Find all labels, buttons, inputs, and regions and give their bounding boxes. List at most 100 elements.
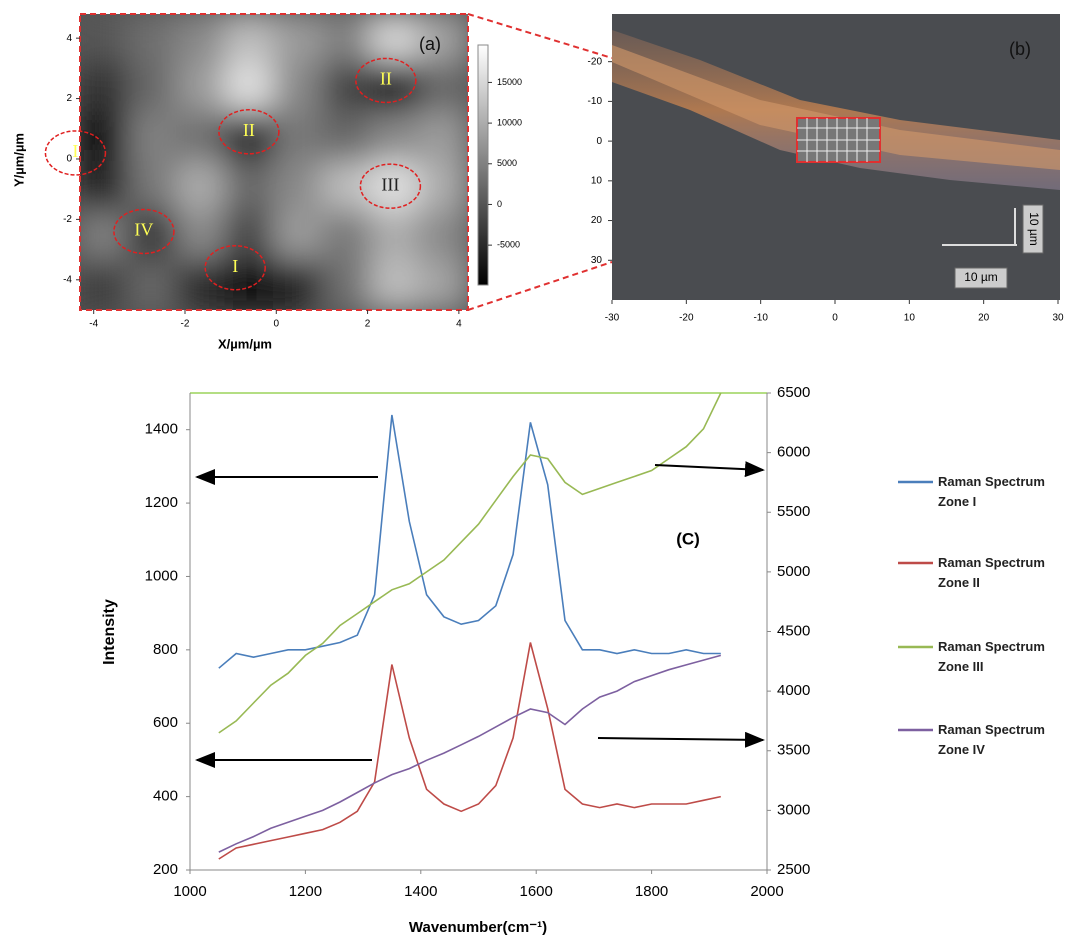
x-tick-label: 1800 [635, 883, 668, 900]
y-tick-label: 1200 [145, 494, 178, 511]
x-tick-label: 4 [456, 319, 462, 330]
scale-label: 10 µm [964, 270, 998, 284]
heatmap-frame [79, 13, 469, 311]
y-axis-label: Y/µm/µm [11, 133, 26, 187]
heat-cell [80, 259, 130, 310]
y2-tick-label: 4000 [777, 682, 810, 699]
y-tick-label: 400 [153, 788, 178, 805]
colorbar-label: 10000 [497, 117, 522, 127]
heat-cell [418, 259, 468, 310]
heat-cell [224, 62, 275, 114]
y-tick-label: 2 [66, 93, 72, 104]
heat-cell [176, 259, 227, 310]
x-tick-label: -30 [605, 313, 620, 324]
heat-cell [321, 14, 372, 65]
y2-tick-label: 3500 [777, 742, 810, 759]
x-tick-label: 20 [978, 313, 990, 324]
x-axis-label: X/µm/µm [218, 336, 272, 351]
y2-tick-label: 5000 [777, 563, 810, 580]
heat-cell [418, 14, 468, 65]
y2-tick-label: 3000 [777, 801, 810, 818]
panel-label: (a) [419, 34, 441, 54]
zone-ring [113, 208, 175, 255]
heat-cell [370, 111, 421, 163]
heat-cell [321, 210, 372, 262]
zone-label: IV [134, 220, 153, 240]
y-tick-label: 1000 [145, 567, 178, 584]
heat-cell [80, 62, 130, 114]
panel-label: (b) [1009, 39, 1031, 59]
inset-grid [797, 118, 880, 162]
heat-cell [273, 259, 324, 310]
heat-cell [224, 161, 275, 213]
heat-cell [273, 111, 324, 163]
heat-cell [370, 210, 421, 262]
zone-label: II [243, 120, 255, 140]
y2-tick-label: 6500 [777, 384, 810, 401]
heat-cell [224, 210, 275, 262]
x-tick-label: 2 [365, 319, 371, 330]
series-line [218, 642, 721, 860]
legend-label: Raman Spectrum Zone III [938, 639, 1045, 674]
scale-label: 10 µm [1027, 212, 1041, 246]
annotation: (C) [676, 529, 700, 548]
series-line [218, 392, 722, 734]
y-tick-label: 600 [153, 714, 178, 731]
y-tick-label: -2 [63, 214, 72, 225]
heat-cell [321, 259, 372, 310]
legend-label: Raman Spectrum Zone IV [938, 722, 1045, 757]
heat-cell [80, 161, 130, 213]
heat-cell [176, 161, 227, 213]
y-tick-label: 800 [153, 641, 178, 658]
y-tick-label: 10 [591, 175, 603, 186]
heat-cell [176, 111, 227, 163]
zone-label: I [232, 256, 238, 276]
heat-cell [80, 14, 130, 65]
series-lines [218, 392, 722, 860]
heat-cell [418, 161, 468, 213]
y-tick-label: 4 [66, 33, 72, 44]
x-tick-label: -2 [181, 319, 190, 330]
heat-cell [273, 161, 324, 213]
legend-label: Raman Spectrum Zone II [938, 555, 1045, 590]
y2-tick-label: 4500 [777, 622, 810, 639]
x-tick-label: 1200 [289, 883, 322, 900]
heat-cell [176, 14, 227, 65]
heat-cell [418, 210, 468, 262]
heat-cell [127, 259, 178, 310]
heat-cell [224, 259, 275, 310]
heat-cell [127, 62, 178, 114]
series-line [218, 414, 721, 669]
heat-cell [321, 161, 372, 213]
zone-label: I [72, 141, 78, 161]
arrow [654, 461, 765, 478]
y-tick-label: -4 [63, 274, 72, 285]
x-tick-label: 1000 [173, 883, 206, 900]
zoom-line [467, 13, 613, 59]
zone-ring [44, 130, 107, 176]
heat-cell [370, 259, 421, 310]
x-tick-label: 0 [274, 319, 280, 330]
y-tick-label: 1400 [145, 421, 178, 438]
y-tick-label: 0 [66, 154, 72, 165]
colorbar-label: -5000 [497, 240, 520, 250]
zone-ring [355, 57, 417, 104]
heat-cell [176, 210, 227, 262]
zone-ring [218, 109, 280, 155]
x-tick-label: -10 [753, 313, 768, 324]
heat-cell [176, 62, 227, 114]
heat-cell [80, 210, 130, 262]
y-tick-label: -10 [588, 96, 603, 107]
x-tick-label: -4 [89, 319, 98, 330]
heat-cell [127, 14, 178, 65]
heat-cell [80, 111, 130, 163]
heat-cell [224, 111, 275, 163]
x-tick-label: 1400 [404, 883, 437, 900]
heat-cell [418, 111, 468, 163]
scale-box [954, 267, 1008, 289]
heat-cell [418, 62, 468, 114]
colorbar [477, 44, 489, 286]
heat-cell [273, 210, 324, 262]
